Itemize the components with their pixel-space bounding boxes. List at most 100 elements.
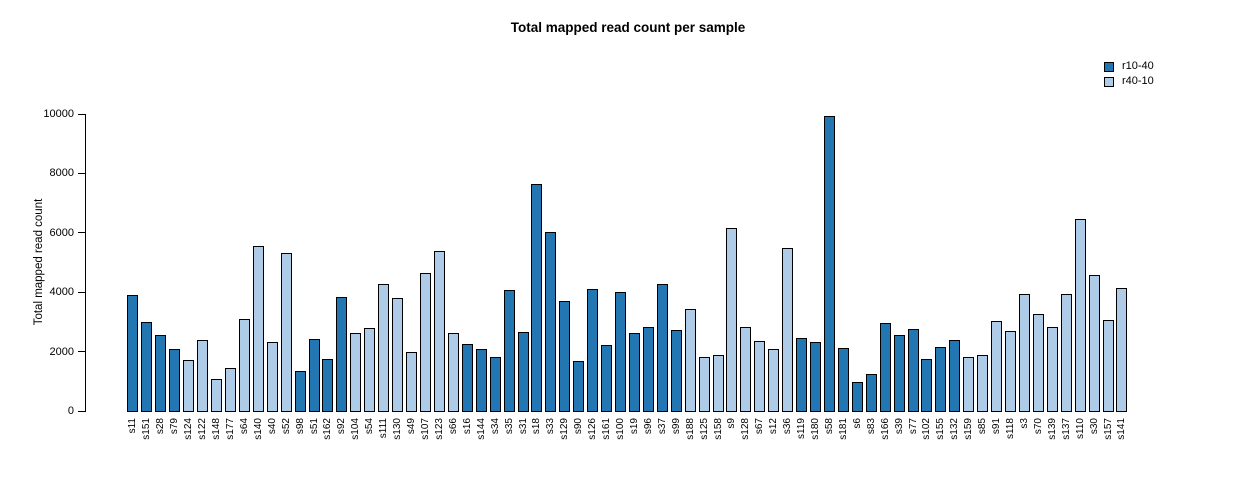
bar-s90 <box>573 360 585 412</box>
bar-s139 <box>1046 326 1058 412</box>
bar-s96 <box>642 327 654 412</box>
x-label-s130: s130 <box>392 418 404 440</box>
x-label-s52: s52 <box>280 418 292 435</box>
bar-s180 <box>810 341 822 412</box>
x-label-s34: s34 <box>489 418 501 435</box>
y-tick <box>78 410 85 412</box>
bar-s144 <box>475 348 487 412</box>
x-label-s6: s6 <box>851 418 863 429</box>
x-label-s118: s118 <box>1005 418 1017 439</box>
x-label-s100: s100 <box>615 418 626 440</box>
bar-s107 <box>419 272 431 412</box>
legend-label: r40-10 <box>1122 75 1154 87</box>
bar-s28 <box>155 334 167 412</box>
x-label-s144: s144 <box>475 418 487 440</box>
bar-s51 <box>308 338 320 412</box>
bar-s83 <box>865 373 877 412</box>
y-tick <box>78 113 85 115</box>
bar-s177 <box>224 368 236 412</box>
bar-s125 <box>698 356 710 412</box>
bar-s58 <box>823 116 835 412</box>
bar-s33 <box>545 232 557 412</box>
bar-s140 <box>252 246 264 412</box>
bar-s188 <box>684 308 696 412</box>
bar-s49 <box>406 351 418 412</box>
y-axis-line <box>85 114 86 412</box>
y-tick-label: 4000 <box>49 286 74 299</box>
x-label-s19: s19 <box>628 418 640 435</box>
bar-s98 <box>294 370 306 412</box>
x-label-s67: s67 <box>754 418 766 435</box>
y-tick <box>78 232 85 234</box>
x-label-s158: s158 <box>712 418 724 440</box>
x-label-s161: s161 <box>601 418 613 440</box>
x-label-s137: s137 <box>1060 418 1072 440</box>
bar-s9 <box>726 228 738 412</box>
bar-s91 <box>991 321 1003 412</box>
bar-s40 <box>266 341 278 412</box>
bar-s30 <box>1088 274 1100 412</box>
bar-s31 <box>517 331 529 412</box>
x-label-s99: s99 <box>670 418 682 435</box>
x-label-s140: s140 <box>252 418 264 440</box>
y-tick-label: 0 <box>67 405 74 417</box>
x-label-s18: s18 <box>531 418 543 435</box>
x-label-s102: s102 <box>921 418 933 440</box>
x-label-s64: s64 <box>238 418 250 435</box>
x-label-s40: s40 <box>266 418 278 435</box>
bar-s110 <box>1074 218 1086 412</box>
bar-s67 <box>754 340 766 412</box>
bar-s141 <box>1116 287 1128 412</box>
x-label-s79: s79 <box>169 418 181 435</box>
bar-s85 <box>977 354 989 412</box>
bar-s148 <box>211 378 223 412</box>
x-label-s70: s70 <box>1032 418 1044 435</box>
x-label-s77: s77 <box>907 418 919 435</box>
bar-s102 <box>921 358 933 412</box>
x-label-s35: s35 <box>503 418 515 435</box>
bar-s104 <box>350 332 362 412</box>
legend-item-r10-40: r10-40 <box>1104 59 1154 74</box>
bar-s181 <box>837 347 849 412</box>
legend-swatch-r40-10 <box>1104 76 1114 87</box>
y-tick <box>78 172 85 174</box>
x-label-s30: s30 <box>1088 418 1100 435</box>
y-tick-label: 6000 <box>49 226 74 239</box>
bar-s16 <box>461 344 473 412</box>
chart-title: Total mapped read count per sample <box>510 20 746 35</box>
y-axis-title: Total mapped read count <box>33 198 45 326</box>
x-label-s16: s16 <box>461 418 473 435</box>
x-label-s162: s162 <box>322 418 334 440</box>
x-label-s85: s85 <box>977 418 989 435</box>
bar-s12 <box>768 348 780 412</box>
bar-s137 <box>1060 294 1072 412</box>
x-label-s98: s98 <box>294 418 306 435</box>
x-label-s139: s139 <box>1046 418 1058 440</box>
x-label-s33: s33 <box>545 418 557 435</box>
x-label-s123: s123 <box>433 418 445 440</box>
y-tick-label: 10000 <box>43 108 74 120</box>
bar-s36 <box>782 247 794 412</box>
bar-s99 <box>670 329 682 412</box>
bar-s37 <box>656 283 668 412</box>
bar-s3 <box>1018 293 1030 412</box>
bar-s18 <box>531 183 543 412</box>
x-label-s157: s157 <box>1102 418 1114 440</box>
x-label-s83: s83 <box>865 418 877 435</box>
x-label-s132: s132 <box>949 418 961 440</box>
bar-s162 <box>322 358 334 412</box>
x-label-s141: s141 <box>1116 418 1128 440</box>
x-label-s122: s122 <box>197 418 209 440</box>
bar-s79 <box>169 348 181 412</box>
x-label-s9: s9 <box>726 418 738 429</box>
bar-s64 <box>238 318 250 412</box>
x-label-s28: s28 <box>155 418 167 435</box>
y-tick-label: 8000 <box>49 167 74 180</box>
x-label-s91: s91 <box>991 418 1003 435</box>
x-label-s12: s12 <box>768 418 780 435</box>
bar-s11 <box>127 295 139 412</box>
bar-s35 <box>503 289 515 412</box>
legend: r10-40 r40-10 <box>1104 59 1154 89</box>
x-label-s39: s39 <box>893 418 905 435</box>
bar-s77 <box>907 328 919 412</box>
